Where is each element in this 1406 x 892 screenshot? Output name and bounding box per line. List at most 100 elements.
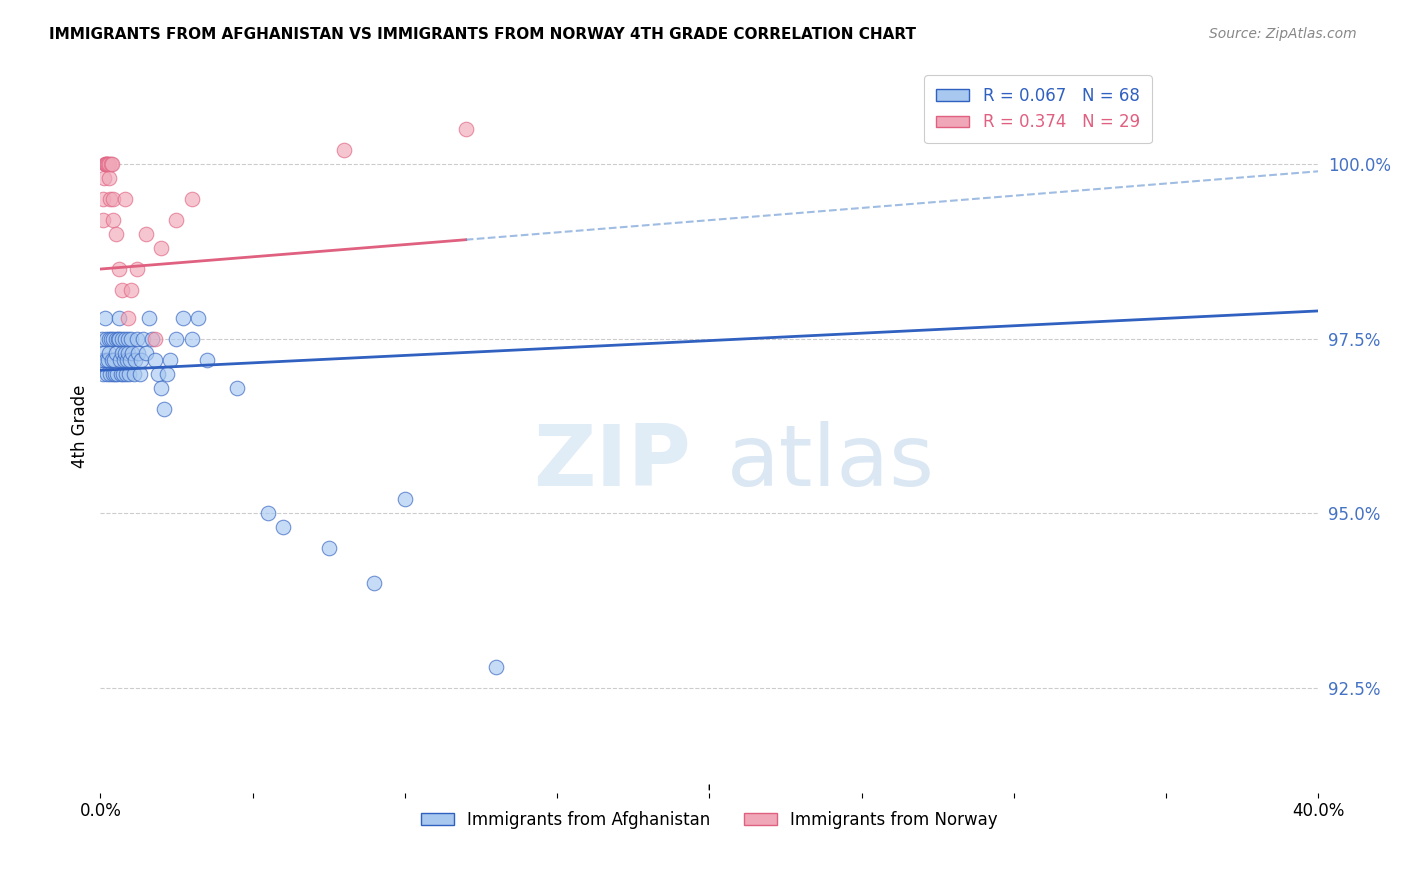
Point: [98, 192, 121, 206]
Point: [90, 332, 112, 346]
Point: [138, 310, 160, 325]
Text: Source: ZipAtlas.com: Source: ZipAtlas.com: [1209, 27, 1357, 41]
Point: [93, 171, 115, 186]
Point: [96, 157, 118, 171]
Point: [97, 157, 120, 171]
Point: [122, 367, 145, 381]
Point: [112, 367, 135, 381]
Point: [153, 401, 176, 416]
Point: [97, 332, 120, 346]
Point: [115, 352, 138, 367]
Point: [94, 352, 117, 367]
Point: [112, 352, 135, 367]
Point: [94, 157, 117, 171]
Point: [108, 352, 131, 367]
Point: [114, 192, 136, 206]
Point: [120, 352, 142, 367]
Point: [226, 381, 249, 395]
Point: [172, 310, 194, 325]
Point: [125, 262, 148, 277]
Point: [117, 332, 139, 346]
Point: [143, 332, 166, 346]
Point: [150, 381, 173, 395]
Point: [135, 227, 157, 241]
Y-axis label: 4th Grade: 4th Grade: [72, 384, 89, 467]
Point: [105, 346, 128, 360]
Point: [132, 332, 155, 346]
Point: [103, 352, 125, 367]
Point: [131, 352, 153, 367]
Point: [485, 660, 508, 674]
Point: [148, 367, 170, 381]
Point: [98, 171, 121, 186]
Point: [111, 346, 134, 360]
Point: [93, 367, 115, 381]
Point: [91, 352, 114, 367]
Point: [121, 346, 143, 360]
Point: [117, 310, 139, 325]
Point: [141, 332, 163, 346]
Point: [135, 346, 157, 360]
Point: [127, 346, 149, 360]
Point: [318, 541, 340, 556]
Point: [124, 352, 146, 367]
Point: [117, 346, 139, 360]
Point: [180, 192, 202, 206]
Point: [115, 367, 138, 381]
Point: [101, 192, 124, 206]
Point: [363, 576, 385, 591]
Point: [96, 332, 118, 346]
Point: [180, 332, 202, 346]
Point: [156, 367, 179, 381]
Point: [454, 122, 477, 136]
Point: [110, 367, 132, 381]
Point: [97, 157, 120, 171]
Text: atlas: atlas: [727, 421, 935, 504]
Point: [98, 346, 121, 360]
Legend: Immigrants from Afghanistan, Immigrants from Norway: Immigrants from Afghanistan, Immigrants …: [413, 805, 1005, 836]
Point: [333, 144, 356, 158]
Point: [101, 332, 124, 346]
Point: [101, 213, 124, 227]
Point: [166, 332, 188, 346]
Point: [114, 346, 136, 360]
Point: [101, 157, 124, 171]
Text: ZIP: ZIP: [533, 421, 690, 504]
Point: [271, 520, 294, 534]
Point: [104, 367, 127, 381]
Point: [100, 332, 122, 346]
Point: [93, 346, 115, 360]
Point: [114, 332, 136, 346]
Text: IMMIGRANTS FROM AFGHANISTAN VS IMMIGRANTS FROM NORWAY 4TH GRADE CORRELATION CHAR: IMMIGRANTS FROM AFGHANISTAN VS IMMIGRANT…: [49, 27, 917, 42]
Point: [104, 227, 127, 241]
Point: [101, 367, 124, 381]
Point: [159, 352, 181, 367]
Point: [143, 352, 166, 367]
Point: [118, 367, 141, 381]
Point: [166, 213, 188, 227]
Point: [256, 507, 278, 521]
Point: [187, 310, 209, 325]
Point: [94, 157, 117, 171]
Point: [111, 283, 134, 297]
Point: [129, 367, 152, 381]
Point: [150, 241, 173, 255]
Point: [108, 332, 131, 346]
Point: [195, 352, 218, 367]
Point: [97, 352, 120, 367]
Point: [94, 310, 117, 325]
Point: [120, 283, 142, 297]
Point: [125, 332, 148, 346]
Point: [111, 332, 134, 346]
Point: [100, 157, 122, 171]
Point: [105, 367, 128, 381]
Point: [107, 310, 129, 325]
Point: [107, 262, 129, 277]
Point: [96, 157, 118, 171]
Point: [120, 332, 142, 346]
Point: [101, 352, 124, 367]
Point: [107, 332, 129, 346]
Point: [394, 492, 416, 507]
Point: [98, 367, 121, 381]
Point: [93, 192, 115, 206]
